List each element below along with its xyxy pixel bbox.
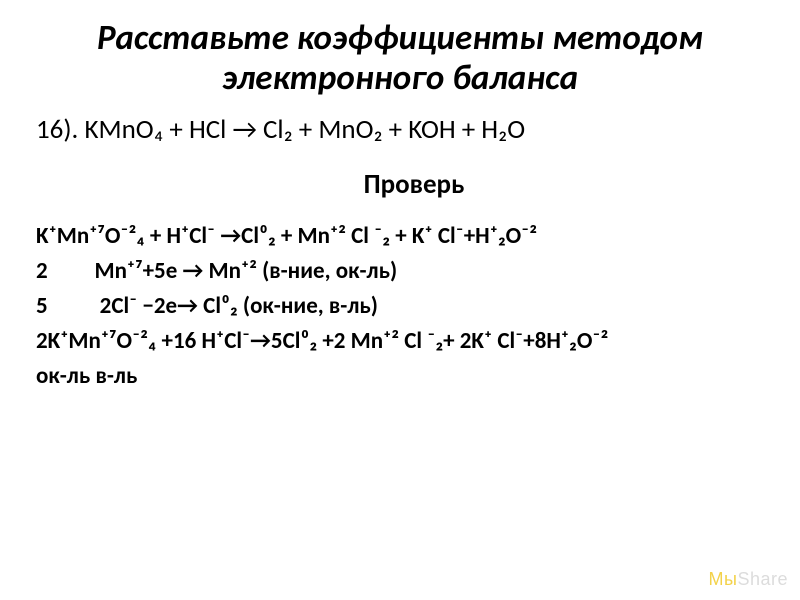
watermark-prefix: Мы bbox=[709, 569, 738, 589]
watermark: МыShare bbox=[709, 569, 788, 590]
watermark-suffix: Share bbox=[737, 569, 788, 589]
solution-line-4: 2K⁺Mn⁺⁷O⁻²₄ +16 H⁺Cl⁻→5Cl⁰₂ +2 Mn⁺² Cl ⁻… bbox=[36, 326, 764, 357]
problem-line: 16). KMnO₄ + HCl → Cl₂ + MnO₂ + KOH + H₂… bbox=[36, 113, 764, 147]
check-label: Проверь bbox=[36, 168, 764, 201]
solution-line-5: ок-ль в-ль bbox=[36, 361, 764, 392]
slide: Расставьте коэффициенты методом электрон… bbox=[0, 0, 800, 600]
solution-line-3: 5 2Cl⁻ −2e→ Cl⁰₂ (ок-ние, в-ль) bbox=[36, 291, 764, 322]
factor-5: 5 bbox=[36, 292, 48, 320]
half-reaction-mn: Mn⁺⁷+5e → Mn⁺² (в-ние, ок-ль) bbox=[94, 257, 397, 285]
solution-line-1: K⁺Mn⁺⁷O⁻²₄ + H⁺Cl⁻ →Cl⁰₂ + Mn⁺² Cl ⁻₂ + … bbox=[36, 221, 764, 252]
solution-line-2: 2 Mn⁺⁷+5e → Mn⁺² (в-ние, ок-ль) bbox=[36, 256, 764, 287]
slide-title: Расставьте коэффициенты методом электрон… bbox=[36, 18, 764, 99]
solution-block: K⁺Mn⁺⁷O⁻²₄ + H⁺Cl⁻ →Cl⁰₂ + Mn⁺² Cl ⁻₂ + … bbox=[36, 221, 764, 392]
half-reaction-cl: 2Cl⁻ −2e→ Cl⁰₂ (ок-ние, в-ль) bbox=[100, 292, 378, 320]
factor-2: 2 bbox=[36, 257, 48, 285]
